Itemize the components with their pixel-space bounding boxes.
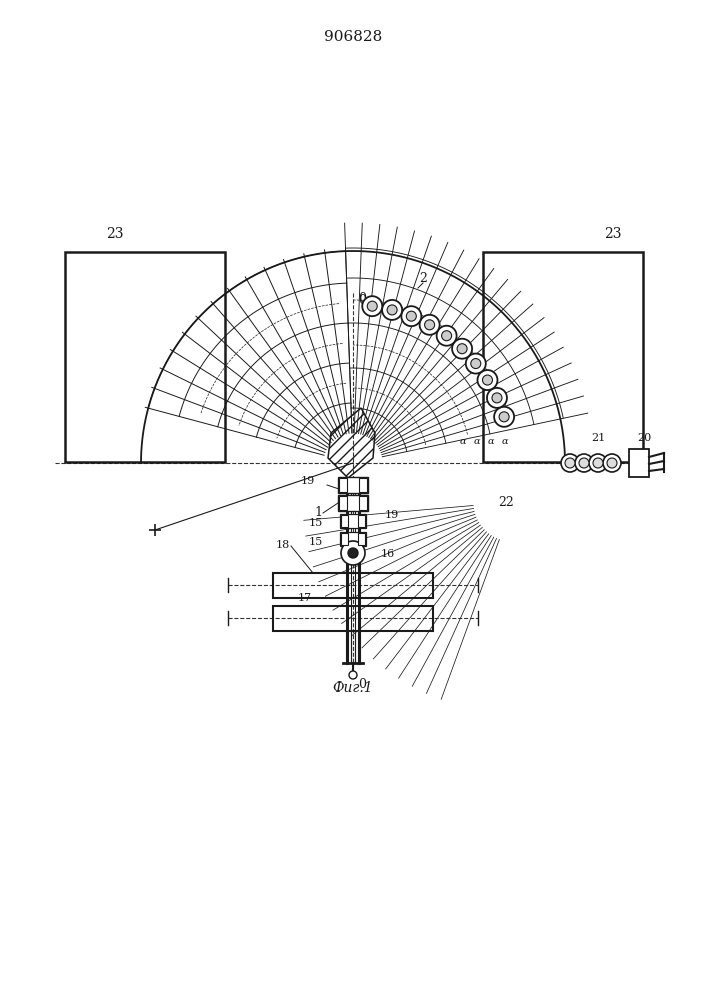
Bar xyxy=(358,533,365,545)
Circle shape xyxy=(362,296,382,316)
Text: 15: 15 xyxy=(309,537,323,547)
Circle shape xyxy=(452,339,472,359)
Text: 22: 22 xyxy=(498,496,514,510)
Bar xyxy=(65,252,225,462)
Bar xyxy=(340,514,366,528)
Bar xyxy=(338,495,368,511)
Bar xyxy=(339,478,347,492)
Text: α: α xyxy=(488,436,494,446)
Circle shape xyxy=(471,359,481,369)
Text: α: α xyxy=(474,436,480,446)
Text: 18: 18 xyxy=(276,540,290,550)
Circle shape xyxy=(494,407,514,427)
Circle shape xyxy=(387,305,397,315)
Text: α: α xyxy=(460,436,467,446)
Circle shape xyxy=(425,320,435,330)
Text: 23: 23 xyxy=(106,227,124,241)
Circle shape xyxy=(437,326,457,346)
Bar xyxy=(483,252,643,462)
Circle shape xyxy=(487,388,507,408)
Text: α: α xyxy=(502,436,508,446)
Text: Фиг.1: Фиг.1 xyxy=(333,681,373,695)
Bar xyxy=(273,606,433,631)
Text: 906828: 906828 xyxy=(324,30,382,44)
Bar xyxy=(358,515,365,527)
Circle shape xyxy=(457,344,467,354)
Bar xyxy=(341,533,348,545)
Bar xyxy=(359,478,367,492)
Text: 15: 15 xyxy=(309,518,323,528)
Text: 19: 19 xyxy=(385,510,399,520)
Circle shape xyxy=(402,306,421,326)
Circle shape xyxy=(442,331,452,341)
Text: 20: 20 xyxy=(637,433,651,443)
Text: 17: 17 xyxy=(298,593,312,603)
Circle shape xyxy=(349,671,357,679)
Bar xyxy=(359,496,367,510)
Bar xyxy=(273,573,433,598)
Circle shape xyxy=(593,458,603,468)
Text: 2: 2 xyxy=(419,271,427,284)
Circle shape xyxy=(477,370,498,390)
Text: 0: 0 xyxy=(358,292,366,304)
Circle shape xyxy=(561,454,579,472)
Circle shape xyxy=(407,311,416,321)
Circle shape xyxy=(499,412,509,422)
Circle shape xyxy=(348,548,358,558)
Text: 19: 19 xyxy=(300,476,315,486)
Text: 23: 23 xyxy=(604,227,621,241)
Bar xyxy=(629,449,649,477)
Circle shape xyxy=(589,454,607,472)
Text: 0: 0 xyxy=(358,294,366,306)
Circle shape xyxy=(382,300,402,320)
Text: 21: 21 xyxy=(591,433,605,443)
Circle shape xyxy=(341,541,365,565)
Circle shape xyxy=(492,393,502,403)
Circle shape xyxy=(603,454,621,472)
Text: 1: 1 xyxy=(314,506,322,520)
Bar xyxy=(338,477,368,493)
Circle shape xyxy=(575,454,593,472)
Circle shape xyxy=(466,354,486,374)
Circle shape xyxy=(419,315,440,335)
Circle shape xyxy=(367,301,378,311)
Bar xyxy=(339,496,347,510)
Text: 16: 16 xyxy=(381,549,395,559)
Circle shape xyxy=(607,458,617,468)
Bar xyxy=(341,515,348,527)
Circle shape xyxy=(482,375,493,385)
Circle shape xyxy=(565,458,575,468)
Bar xyxy=(340,532,366,546)
Text: 0: 0 xyxy=(358,678,366,692)
Circle shape xyxy=(579,458,589,468)
